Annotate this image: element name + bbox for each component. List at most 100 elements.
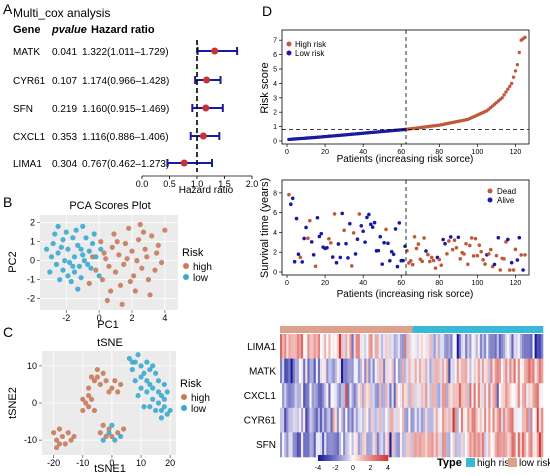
heatmap-cell	[343, 407, 346, 433]
heatmap-cell	[351, 383, 354, 409]
heatmap-cell	[515, 407, 519, 433]
type-bar-high-risk	[425, 326, 428, 333]
pca-legend-title: Risk	[182, 247, 204, 259]
heatmap-cell	[397, 383, 401, 409]
heatmap-cell	[429, 383, 432, 409]
forest-hr-text: 0.767(0.462–1.273)	[82, 159, 169, 170]
risk-x-tick-label: 20	[321, 149, 329, 156]
survival-legend-alive-label: Alive	[497, 196, 515, 205]
survival-point-dead	[498, 268, 503, 272]
panel-d-risk-score-plot: D 0 20 40 60 80 100 120 0 1 2 3 4 5 6 7 Patients (incr…	[259, 3, 530, 165]
heatmap-cell	[454, 334, 458, 359]
color-scale-segment	[360, 455, 363, 461]
type-bar-high-risk	[416, 326, 420, 333]
survival-x-tick-label: 40	[359, 280, 367, 287]
heatmap-cell	[380, 334, 384, 359]
heatmap-cell	[357, 383, 361, 409]
heatmap-cell	[492, 358, 495, 384]
heatmap-cell	[364, 432, 367, 458]
type-bar-low-risk	[399, 326, 403, 333]
heatmap-cell	[473, 383, 476, 409]
heatmap-cell	[442, 383, 445, 409]
heatmap-cell	[298, 358, 302, 384]
forest-x-tick-label: 1.0	[191, 179, 204, 189]
scatter-point-high	[144, 254, 150, 260]
heatmap-cell	[479, 334, 483, 359]
heatmap-cell	[538, 358, 542, 384]
heatmap-cell	[526, 334, 529, 359]
heatmap-cell	[477, 383, 481, 409]
type-bar-high-risk	[437, 326, 441, 333]
heatmap-cell	[427, 432, 430, 458]
heatmap-cell	[460, 358, 464, 384]
type-bar-low-risk	[364, 326, 367, 333]
heatmap-cell	[496, 432, 500, 458]
heatmap-cell	[319, 334, 323, 359]
heatmap-cell	[498, 432, 502, 458]
color-scale-segment	[374, 455, 377, 461]
risk-plot-frame	[281, 29, 530, 145]
survival-point-dead	[454, 245, 459, 250]
scatter-point-low	[153, 407, 159, 414]
type-bar-low-risk	[307, 326, 310, 333]
scatter-point-low	[158, 415, 165, 421]
heatmap-cell	[448, 407, 451, 433]
type-bar-low-risk	[332, 326, 336, 333]
scatter-point-high	[126, 225, 132, 231]
heatmap-cell	[311, 334, 314, 359]
heatmap-cell	[309, 407, 312, 433]
heatmap-cell	[359, 407, 363, 433]
heatmap-cell	[393, 383, 397, 409]
heatmap-cell	[534, 334, 537, 359]
survival-point-alive	[370, 225, 375, 229]
heatmap-cell	[469, 334, 472, 359]
heatmap-cell	[452, 407, 455, 433]
x-tick-label: 0	[109, 458, 114, 468]
heatmap-cell	[385, 407, 388, 433]
survival-point-dead	[351, 231, 356, 235]
heatmap-cell	[372, 383, 375, 409]
heatmap-cell	[351, 407, 354, 433]
heatmap-cell	[399, 432, 403, 458]
heatmap-cell	[498, 334, 502, 359]
heatmap-cell	[500, 407, 504, 433]
heatmap-cell	[364, 407, 367, 433]
heatmap-cell	[336, 383, 340, 409]
survival-legend-alive-swatch	[487, 197, 493, 203]
type-bar-low-risk	[380, 326, 384, 333]
heatmap-cell	[505, 407, 508, 433]
type-bar-high-risk	[420, 326, 424, 333]
heatmap-cell	[290, 407, 293, 433]
scatter-point-high	[94, 374, 100, 380]
heatmap-cell	[351, 432, 354, 458]
heatmap-cell	[418, 358, 422, 384]
heatmap-cell	[524, 358, 527, 384]
heatmap-cell	[490, 358, 493, 384]
heatmap-cell	[406, 432, 409, 458]
heatmap-cell	[374, 407, 378, 433]
pca-legend-high-label: high	[193, 262, 212, 273]
scatter-point-high	[106, 426, 112, 432]
heatmap-cell	[383, 358, 386, 384]
type-bar-high-risk	[465, 326, 468, 333]
scatter-point-high	[162, 227, 168, 233]
type-bar-low-risk	[328, 326, 331, 333]
heatmap-cell	[515, 358, 519, 384]
heatmap-legend-low-label: low risk	[519, 458, 550, 469]
survival-point-dead	[384, 227, 388, 232]
heatmap-cell	[294, 358, 298, 384]
scatter-point-high	[68, 437, 74, 443]
forest-hr-text: 1.174(0.966–1.428)	[82, 76, 169, 87]
heatmap-cell	[332, 407, 336, 433]
heatmap-cell	[305, 358, 308, 384]
heatmap-cell	[410, 383, 413, 409]
risk-point-high	[513, 69, 518, 73]
heatmap-cell	[353, 358, 357, 384]
type-bar-low-risk	[336, 326, 340, 333]
heatmap-cell	[307, 334, 310, 359]
scatter-point-low	[43, 246, 50, 252]
heatmap-cell	[372, 358, 375, 384]
risk-xlabel: Patients (increasing risk sorce)	[337, 154, 474, 165]
heatmap-cell	[496, 334, 500, 359]
forest-hr-text: 1.116(0.886–1.406)	[82, 132, 169, 143]
